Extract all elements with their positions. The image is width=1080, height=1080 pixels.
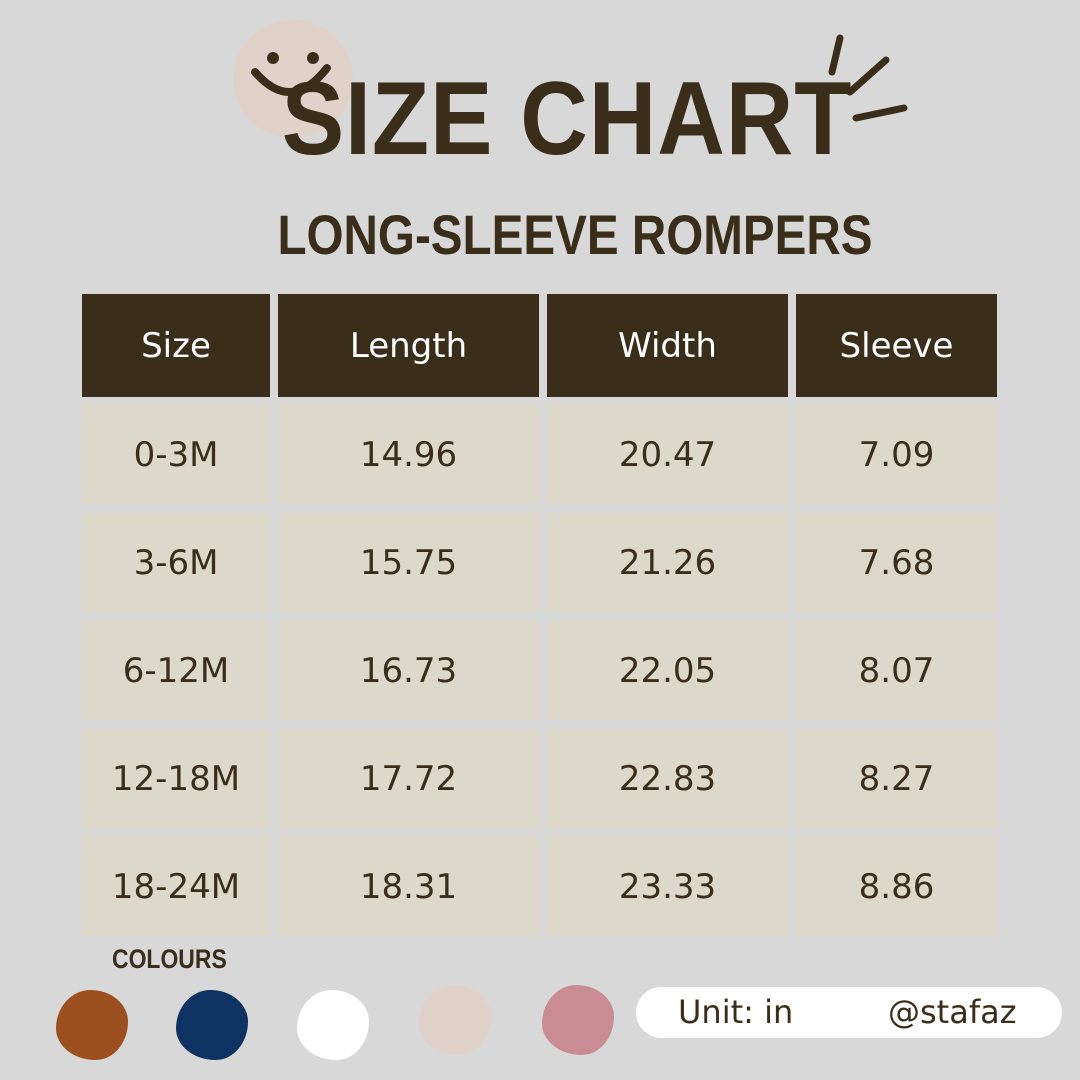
- column-header-size: Size: [82, 294, 270, 397]
- table-cell: 0-3M: [82, 405, 270, 504]
- unit-label: Unit: in: [678, 993, 794, 1031]
- colour-swatch: [297, 990, 369, 1060]
- smiley-face-icon: [251, 52, 331, 96]
- table-cell: 17.72: [278, 729, 539, 828]
- table-cell: 3-6M: [82, 513, 270, 612]
- table-cell: 14.96: [278, 405, 539, 504]
- table-cell: 8.07: [796, 621, 997, 720]
- colour-swatch: [176, 990, 248, 1060]
- colour-swatch: [542, 985, 614, 1055]
- colour-swatch: [419, 985, 491, 1055]
- table-cell: 23.33: [547, 837, 788, 936]
- table-cell: 8.86: [796, 837, 997, 936]
- table-cell: 22.83: [547, 729, 788, 828]
- table-cell: 21.26: [547, 513, 788, 612]
- table-cell: 18.31: [278, 837, 539, 936]
- table-cell: 8.27: [796, 729, 997, 828]
- table-cell: 7.68: [796, 513, 997, 612]
- page-subtitle: LONG-SLEEVE ROMPERS: [277, 203, 873, 266]
- table-cell: 12-18M: [82, 729, 270, 828]
- handle-label: @stafaz: [888, 993, 1017, 1031]
- sparkle-lines-icon: [828, 34, 908, 122]
- table-cell: 7.09: [796, 405, 997, 504]
- column-header-length: Length: [278, 294, 539, 397]
- table-cell: 18-24M: [82, 837, 270, 936]
- colour-swatch: [56, 990, 128, 1060]
- column-header-width: Width: [547, 294, 788, 397]
- colours-label: COLOURS: [112, 944, 227, 974]
- info-pill: Unit: in @stafaz: [636, 987, 1062, 1038]
- smiley-badge: [233, 20, 353, 138]
- table-cell: 15.75: [278, 513, 539, 612]
- table-cell: 16.73: [278, 621, 539, 720]
- column-header-sleeve: Sleeve: [796, 294, 997, 397]
- table-cell: 20.47: [547, 405, 788, 504]
- page-title: SIZE CHART: [281, 61, 853, 177]
- table-cell: 6-12M: [82, 621, 270, 720]
- table-cell: 22.05: [547, 621, 788, 720]
